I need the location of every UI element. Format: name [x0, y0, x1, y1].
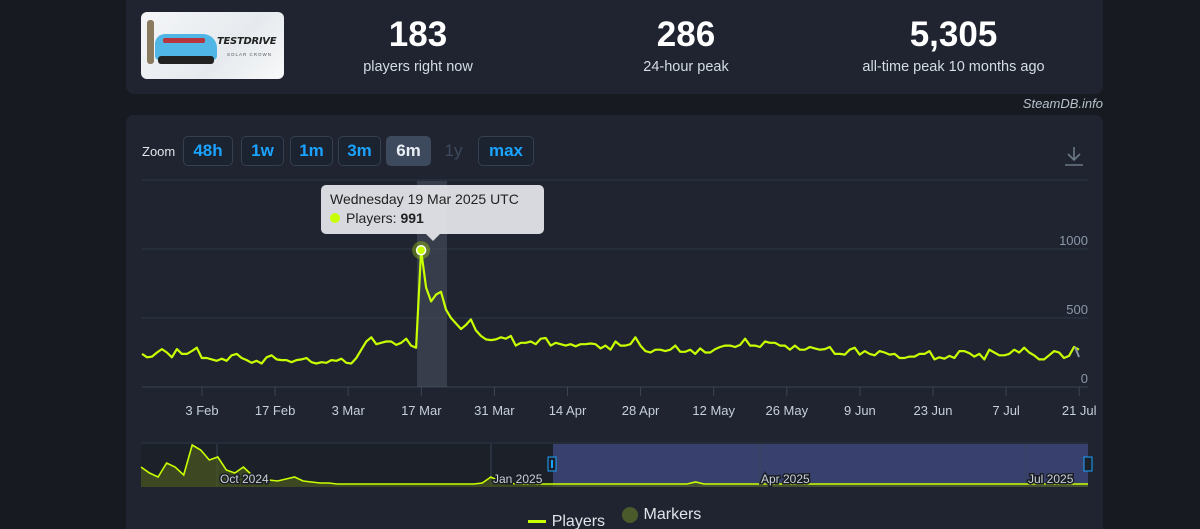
svg-text:14 Apr: 14 Apr [549, 403, 587, 418]
zoom-1m-button[interactable]: 1m [290, 136, 333, 166]
navigator-right-handle [1083, 456, 1093, 472]
series-dot-icon [330, 213, 340, 223]
peak-24h-label: 24-hour peak [643, 59, 729, 75]
tooltip-date: Wednesday 19 Mar 2025 UTC [330, 191, 519, 207]
zoom-3m-button[interactable]: 3m [338, 136, 381, 166]
navigator-area [141, 445, 1088, 487]
logo-title: TESTDRIVE [217, 36, 277, 47]
svg-text:3 Mar: 3 Mar [332, 403, 366, 418]
stat-current-players: 183 players right now [338, 14, 498, 76]
logo-subtitle: SOLAR CROWN [227, 52, 273, 57]
zoom-48h-button[interactable]: 48h [183, 136, 233, 166]
x-axis-ticks: 3 Feb 17 Feb 3 Mar 17 Mar 31 Mar 14 Apr 28 Apr… [185, 387, 1097, 418]
navigator[interactable]: Oct 2024 Jan 2025 Apr 2025 Jul 2025 [140, 442, 1093, 488]
line-end-marker [1074, 346, 1080, 358]
tooltip-value: 991 [400, 210, 424, 226]
dot-swatch-icon [621, 507, 638, 523]
zoom-1y-button: 1y [444, 141, 463, 160]
players-line [141, 249, 1080, 365]
legend-markers-label: Markers [643, 506, 702, 523]
zoom-1w-button[interactable]: 1w [241, 136, 284, 166]
chart-tooltip: Wednesday 19 Mar 2025 UTC Players: 991 [321, 185, 544, 241]
y-axis-ticks: 0 500 1000 [1059, 233, 1088, 386]
svg-text:23 Jun: 23 Jun [913, 403, 952, 418]
stats-panel: TESTDRIVE SOLAR CROWN 183 players right … [126, 0, 1103, 94]
svg-text:0: 0 [1081, 371, 1088, 386]
legend-players[interactable]: Players [527, 512, 606, 529]
svg-text:26 May: 26 May [765, 403, 808, 418]
logo-car [155, 34, 217, 64]
svg-text:9 Jun: 9 Jun [844, 403, 876, 418]
svg-text:21 Jul: 21 Jul [1062, 403, 1097, 418]
zoom-label: Zoom [142, 144, 176, 159]
svg-text:Jan 2025: Jan 2025 [493, 472, 543, 486]
navigator-selection [553, 444, 1088, 487]
game-logo[interactable]: TESTDRIVE SOLAR CROWN [141, 12, 284, 79]
svg-text:12 May: 12 May [692, 403, 735, 418]
zoom-6m-button[interactable]: 6m [386, 136, 431, 166]
svg-text:7 Jul: 7 Jul [992, 403, 1020, 418]
svg-text:1000: 1000 [1059, 233, 1088, 248]
stat-24h-peak: 286 24-hour peak [606, 14, 766, 76]
current-players-label: players right now [363, 59, 473, 75]
svg-text:Jul 2025: Jul 2025 [1028, 472, 1074, 486]
svg-text:Apr 2025: Apr 2025 [761, 472, 810, 486]
line-swatch-icon [527, 520, 546, 523]
svg-text:3 Feb: 3 Feb [185, 403, 218, 418]
svg-text:17 Mar: 17 Mar [401, 403, 442, 418]
alltime-peak-value: 5,305 [909, 15, 998, 54]
svg-text:17 Feb: 17 Feb [255, 403, 295, 418]
player-chart[interactable]: 0 500 1000 3 Feb 17 Feb 3 Mar 17 Mar 31 Mar 14 … [126, 115, 1103, 515]
chart-legend: Players Markers [126, 506, 1103, 529]
current-players-value: 183 [388, 15, 448, 54]
logo-person [147, 20, 154, 64]
peak-point [415, 244, 427, 256]
stat-alltime-peak: 5,305 all-time peak 10 months ago [846, 14, 1061, 76]
steamdb-credit[interactable]: SteamDB.info [1022, 96, 1103, 111]
navigator-line [140, 443, 1088, 485]
chart-gridlines [142, 179, 1088, 388]
alltime-peak-label[interactable]: all-time peak 10 months ago [862, 59, 1045, 75]
download-icon[interactable] [1063, 145, 1085, 167]
svg-text:31 Mar: 31 Mar [474, 403, 515, 418]
svg-text:28 Apr: 28 Apr [622, 403, 660, 418]
zoom-max-button[interactable]: max [478, 136, 534, 166]
svg-text:500: 500 [1066, 302, 1088, 317]
legend-markers[interactable]: Markers [621, 506, 702, 524]
chart-panel: Zoom 48h 1w 1m 3m 6m 1y max 0 500 1000 3 F… [126, 115, 1103, 529]
tooltip-row: Players: 991 [330, 209, 535, 228]
legend-players-label: Players [551, 512, 606, 529]
tooltip-series-label: Players: [346, 210, 401, 226]
peak-24h-value: 286 [656, 15, 716, 54]
svg-text:Oct 2024: Oct 2024 [220, 472, 269, 486]
